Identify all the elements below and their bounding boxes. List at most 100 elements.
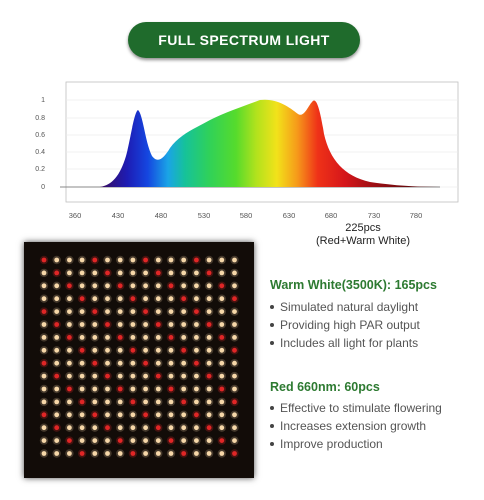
led-warm-white (105, 438, 110, 443)
led-warm-white (143, 335, 148, 340)
led-warm-white (79, 412, 85, 418)
y-tick: 0.8 (35, 115, 45, 122)
led-warm-white (219, 451, 225, 456)
full-spectrum-banner: FULL SPECTRUM LIGHT (128, 22, 360, 58)
led-warm-white (54, 438, 60, 443)
led-warm-white (54, 451, 60, 456)
led-warm-white (219, 296, 225, 302)
led-warm-white (117, 347, 123, 353)
banner-title: FULL SPECTRUM LIGHT (158, 32, 330, 48)
led-red (219, 386, 225, 392)
led-warm-white (155, 438, 161, 443)
led-warm-white (155, 360, 161, 366)
led-warm-white (130, 283, 136, 289)
led-red (117, 438, 123, 443)
led-red (79, 296, 85, 302)
led-warm-white (67, 399, 72, 405)
led-red (67, 335, 72, 340)
led-warm-white (67, 257, 72, 263)
x-tick: 580 (240, 211, 253, 220)
led-warm-white (54, 296, 60, 302)
led-warm-white (130, 335, 136, 340)
led-warm-white (194, 347, 199, 353)
led-warm-white (181, 283, 187, 289)
led-warm-white (54, 335, 60, 340)
led-warm-white (155, 335, 161, 340)
led-warm-white (181, 257, 187, 263)
led-warm-white (41, 283, 47, 289)
x-tick: 480 (155, 211, 168, 220)
led-warm-white (117, 399, 123, 405)
led-warm-white (232, 335, 237, 340)
led-warm-white (105, 399, 110, 405)
led-red (79, 399, 85, 405)
red-title: Red 660nm: 60pcs (270, 380, 380, 394)
led-grid (39, 255, 239, 458)
led-warm-white (92, 373, 98, 379)
led-red (79, 347, 85, 353)
led-warm-white (232, 425, 237, 431)
led-warm-white (181, 438, 187, 443)
led-warm-white (130, 412, 136, 418)
led-warm-white (181, 412, 187, 418)
led-red (168, 386, 174, 392)
led-warm-white (105, 360, 110, 366)
led-red (92, 412, 98, 418)
led-red (232, 451, 237, 456)
led-warm-white (206, 399, 212, 405)
led-warm-white (206, 257, 212, 263)
led-warm-white (92, 347, 98, 353)
led-red (117, 283, 123, 289)
led-warm-white (181, 309, 187, 314)
led-warm-white (143, 399, 148, 405)
led-warm-white (79, 360, 85, 366)
led-warm-white (181, 335, 187, 340)
y-tick: 0.2 (35, 166, 45, 173)
led-warm-white (168, 347, 174, 353)
bullet-text: Providing high PAR output (280, 318, 420, 332)
led-warm-white (105, 296, 110, 302)
led-red (155, 322, 161, 327)
led-warm-white (54, 283, 60, 289)
led-warm-white (194, 399, 199, 405)
led-warm-white (194, 373, 199, 379)
led-warm-white (206, 360, 212, 366)
led-warm-white (117, 425, 123, 431)
led-warm-white (130, 257, 136, 263)
led-warm-white (155, 386, 161, 392)
led-warm-white (194, 270, 199, 276)
led-warm-white (79, 322, 85, 327)
y-tick: 0.6 (35, 132, 45, 139)
led-red (67, 438, 72, 443)
led-warm-white (92, 399, 98, 405)
spectrum-caption: 225pcs (Red+Warm White) (288, 222, 438, 248)
x-tick: 780 (410, 211, 423, 220)
led-red (194, 257, 199, 263)
bullet-text: Simulated natural daylight (280, 300, 419, 314)
led-red (92, 360, 98, 366)
led-warm-white (194, 322, 199, 327)
led-warm-white (143, 296, 148, 302)
led-red (54, 270, 60, 276)
led-warm-white (168, 373, 174, 379)
led-red (92, 309, 98, 314)
led-warm-white (168, 270, 174, 276)
x-tick: 530 (198, 211, 211, 220)
led-warm-white (105, 347, 110, 353)
led-warm-white (206, 412, 212, 418)
led-red (105, 270, 110, 276)
led-warm-white (194, 296, 199, 302)
led-red (130, 451, 136, 456)
led-warm-white (54, 386, 60, 392)
led-red (232, 296, 237, 302)
led-warm-white (67, 309, 72, 314)
led-red (67, 283, 72, 289)
bullet-text: Increases extension growth (280, 419, 427, 433)
x-tick: 430 (112, 211, 125, 220)
led-warm-white (206, 283, 212, 289)
led-red (194, 360, 199, 366)
led-warm-white (130, 425, 136, 431)
led-red (117, 335, 123, 340)
led-red (206, 373, 212, 379)
led-red (181, 347, 187, 353)
